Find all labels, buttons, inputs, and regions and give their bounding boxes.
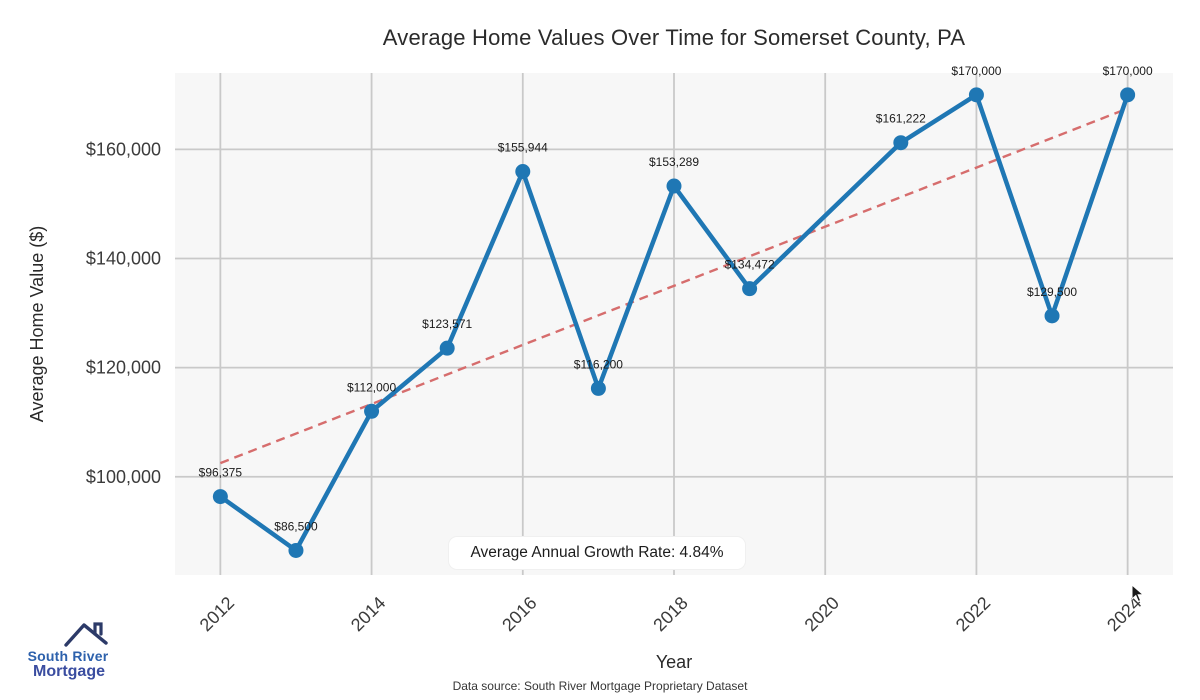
house-roof-icon (64, 623, 108, 647)
point-label-2023: $129,500 (1027, 285, 1077, 299)
point-label-2017: $116,200 (574, 357, 623, 371)
y-tick-140000: $140,000 (86, 249, 161, 269)
x-tick-2016: 2016 (498, 593, 540, 635)
point-label-2024: $170,000 (1103, 64, 1153, 78)
data-point-2014 (364, 403, 380, 419)
series-line (218, 92, 1130, 553)
point-label-2014: $112,000 (347, 380, 396, 394)
gridlines (175, 73, 1173, 575)
point-label-2016: $155,944 (498, 141, 548, 155)
data-point-2017 (590, 380, 606, 396)
point-label-2012: $96,375 (199, 466, 243, 480)
x-axis-label: Year (656, 652, 692, 672)
x-tick-2014: 2014 (347, 593, 389, 635)
point-labels: $96,375 $86,500 $112,000 $123,571 $155,944 $1… (199, 64, 1153, 534)
x-tick-labels: 2012 2014 2016 2018 2020 2022 2024 (196, 593, 1146, 635)
data-point-2019 (742, 281, 758, 297)
point-label-2015: $123,571 (422, 317, 472, 331)
x-tick-2020: 2020 (801, 593, 843, 635)
x-tick-2022: 2022 (952, 593, 994, 635)
data-point-2024 (1120, 87, 1136, 103)
point-label-2013: $86,500 (274, 519, 318, 533)
mouse-cursor-icon (1131, 584, 1145, 603)
point-label-2021: $161,222 (876, 112, 926, 126)
x-tick-2012: 2012 (196, 593, 238, 635)
growth-rate-annotation: Average Annual Growth Rate: 4.84% (449, 537, 745, 569)
data-source-note: Data source: South River Mortgage Propri… (452, 679, 748, 693)
data-point-2021 (893, 135, 909, 151)
trend-line-group (219, 107, 1129, 465)
logo-line1: South River (28, 648, 109, 664)
data-point-2018 (666, 178, 682, 194)
y-tick-100000: $100,000 (86, 467, 161, 487)
data-point-2012 (212, 489, 228, 505)
series-group (212, 87, 1136, 558)
data-point-2016 (515, 164, 531, 180)
point-label-2018: $153,289 (649, 155, 699, 169)
point-label-2019: $134,472 (725, 258, 775, 272)
logo: South River Mortgage (28, 622, 109, 680)
point-label-2022: $170,000 (951, 64, 1001, 78)
data-point-2015 (439, 340, 455, 356)
data-point-2023 (1044, 308, 1060, 324)
data-point-2022 (968, 87, 984, 103)
x-tick-2018: 2018 (649, 593, 691, 635)
y-tick-160000: $160,000 (86, 139, 161, 159)
chart-title: Average Home Values Over Time for Somers… (382, 25, 966, 50)
y-tick-labels: $100,000 $120,000 $140,000 $160,000 (86, 139, 161, 486)
chimney-icon (93, 622, 103, 636)
trend-line (219, 107, 1129, 465)
y-axis-label: Average Home Value ($) (27, 226, 47, 422)
y-tick-120000: $120,000 (86, 358, 161, 378)
logo-line2: Mortgage (33, 663, 105, 680)
data-point-2013 (288, 542, 304, 558)
